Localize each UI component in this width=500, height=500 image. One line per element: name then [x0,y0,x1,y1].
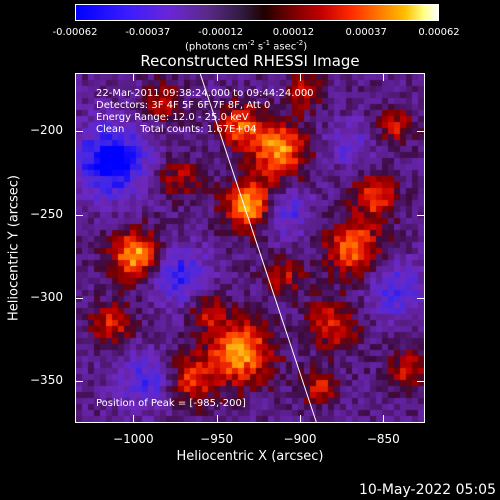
y-tick-label: −200 [30,123,63,138]
info-total-counts: Clean Total counts: 1.67E+04 [96,124,257,135]
info-detectors: Detectors: 3F 4F 5F 6F 7F 8F, Att 0 [96,100,271,111]
colorbar-tick-label: -0.00037 [125,27,171,38]
solar-limb-line [199,74,317,422]
x-tick-mark [383,415,385,423]
y-tick-mark [417,298,425,299]
colorbar-tick-label: -0.00062 [52,27,98,38]
y-tick-mark [75,214,83,216]
colorbar-tick-label: 0.00012 [272,27,315,38]
y-tick-mark [417,131,425,133]
x-tick-mark [216,73,218,81]
y-tick-mark [417,381,425,383]
peak-position-label: Position of Peak = [-985,-200] [96,398,246,409]
plot-area: 22-Mar-2011 09:38:24.000 to 09:44:24.000… [75,73,425,423]
rhessi-heatmap [76,74,424,422]
info-time-range: 22-Mar-2011 09:38:24.000 to 09:44:24.000 [96,88,314,99]
y-tick-label: −300 [30,290,63,304]
x-axis-label: Heliocentric X (arcsec) [176,449,324,464]
colorbar-tick-label: -0.00012 [198,27,244,38]
info-energy-range: Energy Range: 12.0 - 25.0 keV [96,112,249,123]
y-tick-mark [75,131,83,133]
y-tick-mark [75,298,83,299]
x-tick-mark [300,415,301,423]
colorbar-tick-label: 0.00037 [345,27,387,38]
plot-title: Reconstructed RHESSI Image [140,52,360,70]
y-tick-mark [417,214,425,216]
x-tick-mark [133,415,135,423]
x-tick-label: −950 [200,432,234,446]
footer-date: 10-May-2022 05:05 [358,482,496,498]
colorbar-tick-label: 0.00062 [418,27,460,38]
colorbar-unit-label: (photons cm-2 s-1 asec-2) [185,39,308,53]
y-tick-label: −350 [30,373,63,388]
x-tick-mark [216,415,218,423]
y-tick-label: −250 [30,206,63,221]
x-tick-label: −900 [283,432,317,446]
x-tick-label: −1000 [113,432,154,446]
x-tick-mark [383,73,385,81]
x-tick-mark [133,73,135,81]
colorbar [75,4,439,21]
x-tick-mark [300,73,301,81]
limb-line [199,74,317,422]
y-axis-label: Heliocentric Y (arcsec) [6,175,22,321]
y-tick-mark [75,381,83,383]
x-tick-label: −850 [366,432,400,446]
